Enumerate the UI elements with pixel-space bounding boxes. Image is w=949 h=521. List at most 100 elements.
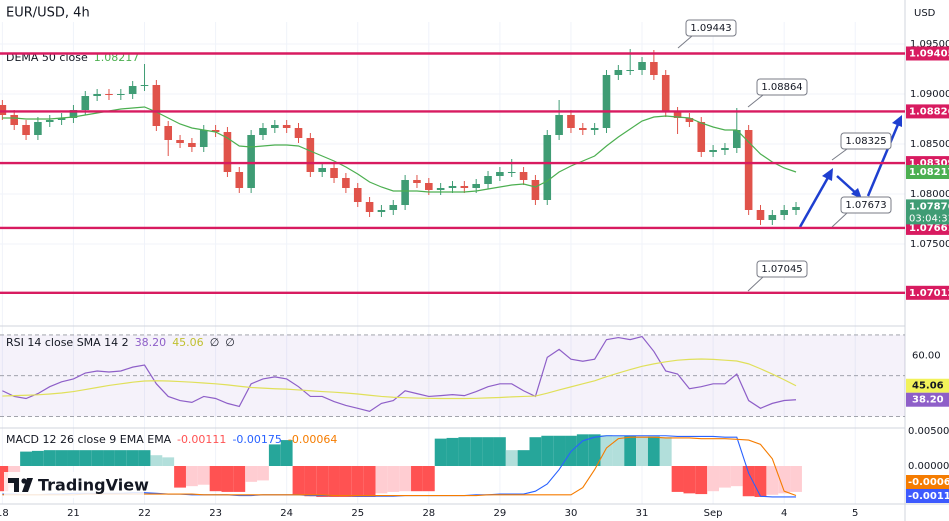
candle-body xyxy=(685,118,694,122)
macd-histogram-bar xyxy=(138,450,151,466)
macd-histogram-bar xyxy=(280,440,293,466)
x-tick-label: 30 xyxy=(565,508,578,519)
level-label-box xyxy=(906,285,949,300)
candle-body xyxy=(81,96,90,110)
macd-histogram-bar xyxy=(197,466,210,485)
rsi-axis-label: 45.06 xyxy=(912,381,944,392)
candle-body xyxy=(650,62,658,75)
candle-body xyxy=(235,172,244,188)
candle-body xyxy=(294,128,303,138)
candle-body xyxy=(507,172,516,173)
macd-histogram-bar xyxy=(103,450,115,466)
callout-box xyxy=(756,78,808,96)
x-tick-label: 29 xyxy=(494,508,507,519)
currency: USD xyxy=(914,8,936,19)
arrowhead xyxy=(822,168,833,181)
x-tick-label: 31 xyxy=(636,508,649,519)
y-tick-label: 1.09500 xyxy=(910,39,949,50)
candle-body xyxy=(413,180,421,183)
rsi-legend-value: 45.06 xyxy=(172,336,204,349)
candle-body xyxy=(211,130,220,132)
arrow xyxy=(866,121,901,197)
macd-histogram-bar xyxy=(185,466,198,487)
macd-histogram-bar xyxy=(766,466,779,495)
x-tick-label: 28 xyxy=(422,508,435,519)
candle-body xyxy=(353,188,362,202)
macd-histogram-bar xyxy=(730,466,743,487)
callout-pointer xyxy=(677,35,693,49)
macd-histogram-bar xyxy=(233,466,246,492)
candle-body xyxy=(614,70,623,75)
macd-histogram-bar xyxy=(719,466,731,488)
candle-body xyxy=(425,183,433,190)
macd-histogram-bar xyxy=(612,435,625,466)
logo-text: TradingView xyxy=(38,476,149,495)
macd-axis-box xyxy=(906,475,949,489)
level-label-box xyxy=(906,46,949,61)
macd-histogram-bar xyxy=(707,466,720,492)
x-tick-label: 5 xyxy=(852,508,858,519)
symbol-title[interactable]: EUR/USD, 4h xyxy=(6,6,90,21)
candle-body xyxy=(0,105,7,115)
candle-body xyxy=(579,128,587,130)
arrowhead xyxy=(892,115,902,127)
y-tick-label: 0.00000 xyxy=(908,461,949,472)
candle-body xyxy=(330,168,338,178)
candle-body xyxy=(365,202,374,212)
macd-histogram-bar xyxy=(576,434,589,466)
macd-title: MACD 12 26 close 9 EMA EMA xyxy=(6,433,172,446)
y-tick-label: 1.09000 xyxy=(910,89,949,100)
candle-body xyxy=(472,184,480,188)
callout-label: 1.07673 xyxy=(845,200,886,211)
candle-body xyxy=(531,180,540,200)
candle-body xyxy=(34,122,42,135)
macd-legend: MACD 12 26 close 9 EMA EMA -0.00111 -0.001… xyxy=(6,433,337,446)
macd-histogram-bar xyxy=(493,437,506,466)
callout-label: 1.08325 xyxy=(845,136,886,147)
level-label: 1.08309 xyxy=(909,158,949,169)
candle-body xyxy=(756,210,765,220)
callout-box xyxy=(756,260,808,278)
candle-body xyxy=(389,205,398,210)
rsi-legend-value: ∅ xyxy=(225,336,235,349)
callout-pointer xyxy=(831,212,848,228)
logo-icon xyxy=(8,478,33,492)
rsi-line xyxy=(2,335,797,412)
macd-histogram-bar xyxy=(624,435,637,466)
rsi-axis-box xyxy=(906,378,949,393)
dema-line xyxy=(2,106,797,193)
candle-body xyxy=(57,118,66,120)
candle-body xyxy=(602,75,611,128)
candle-body xyxy=(661,75,670,112)
candle-body xyxy=(721,148,729,150)
candle-body xyxy=(152,85,161,126)
macd-histogram-bar xyxy=(647,436,660,466)
candle-body xyxy=(484,176,492,184)
macd-histogram-bar xyxy=(790,466,802,492)
macd-histogram-bar xyxy=(174,466,186,488)
macd-histogram-bar xyxy=(363,466,376,497)
macd-histogram-bar xyxy=(399,466,412,492)
rsi-title: RSI 14 close SMA 14 2 xyxy=(6,336,129,349)
level-label-box xyxy=(906,104,949,119)
candle-body xyxy=(188,143,196,147)
callout-label: 1.09443 xyxy=(690,23,731,34)
macd-histogram-bar xyxy=(683,466,696,494)
candle-body xyxy=(271,125,279,128)
macd-histogram-bar xyxy=(529,437,542,466)
macd-histogram-bar xyxy=(470,437,483,466)
level-label: 1.08826 xyxy=(909,106,949,117)
candle-body xyxy=(436,188,445,190)
macd-histogram-bar xyxy=(351,466,364,497)
candle-body xyxy=(448,186,457,188)
candle-body xyxy=(377,210,386,212)
candle-body xyxy=(555,115,563,135)
candle-body xyxy=(792,207,800,210)
arrow xyxy=(798,173,832,228)
macd-histogram-bar xyxy=(126,450,139,466)
macd-histogram-bar xyxy=(387,466,400,492)
macd-histogram-bar xyxy=(221,466,234,492)
rsi-line xyxy=(2,358,797,400)
callout-box xyxy=(685,19,737,37)
